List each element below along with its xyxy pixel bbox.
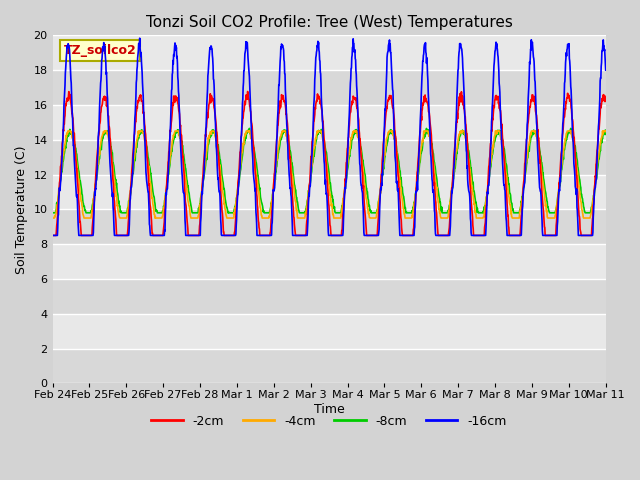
Bar xyxy=(52,348,605,384)
Text: TZ_soilco2: TZ_soilco2 xyxy=(63,44,136,57)
Bar xyxy=(52,36,605,70)
Bar xyxy=(52,70,605,105)
Legend: -2cm, -4cm, -8cm, -16cm: -2cm, -4cm, -8cm, -16cm xyxy=(147,410,512,433)
X-axis label: Time: Time xyxy=(314,403,344,416)
Bar xyxy=(52,244,605,279)
Bar xyxy=(52,105,605,140)
Title: Tonzi Soil CO2 Profile: Tree (West) Temperatures: Tonzi Soil CO2 Profile: Tree (West) Temp… xyxy=(146,15,513,30)
Bar xyxy=(52,314,605,348)
Bar xyxy=(52,140,605,175)
Bar xyxy=(52,279,605,314)
Y-axis label: Soil Temperature (C): Soil Temperature (C) xyxy=(15,145,28,274)
Bar xyxy=(52,175,605,209)
Bar xyxy=(52,209,605,244)
